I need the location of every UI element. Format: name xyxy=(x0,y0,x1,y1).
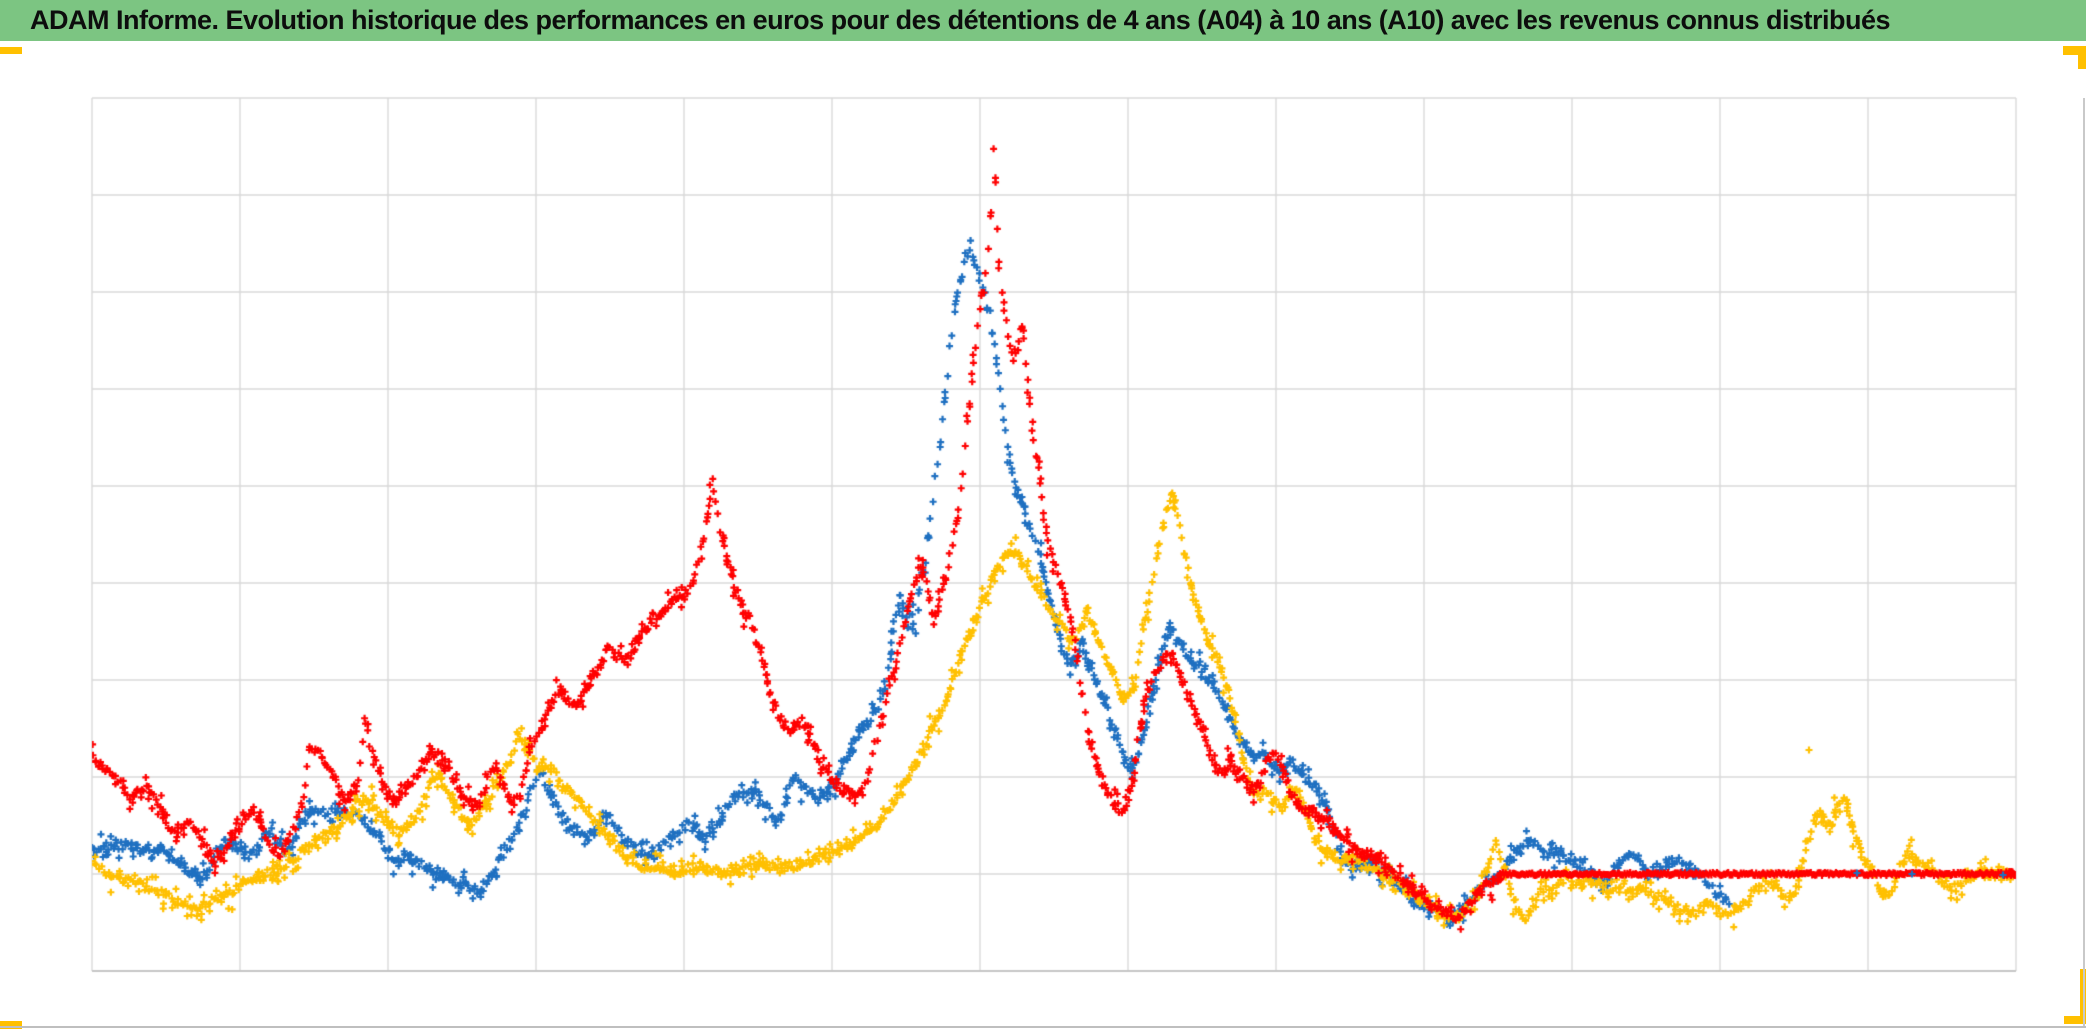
corner-accent-top-right-vertical xyxy=(2078,46,2086,69)
corner-accent-top-right xyxy=(2063,46,2086,55)
page-title: ADAM Informe. Evolution historique des p… xyxy=(30,5,1891,35)
bottom-edge-rule xyxy=(0,1026,2086,1028)
right-edge-rule xyxy=(2083,98,2085,1027)
corner-accent-bottom-right xyxy=(2064,1016,2086,1024)
corner-accent-bottom-left xyxy=(0,1021,22,1029)
corner-accent-top-left xyxy=(0,47,22,54)
title-bar: ADAM Informe. Evolution historique des p… xyxy=(0,0,2086,41)
